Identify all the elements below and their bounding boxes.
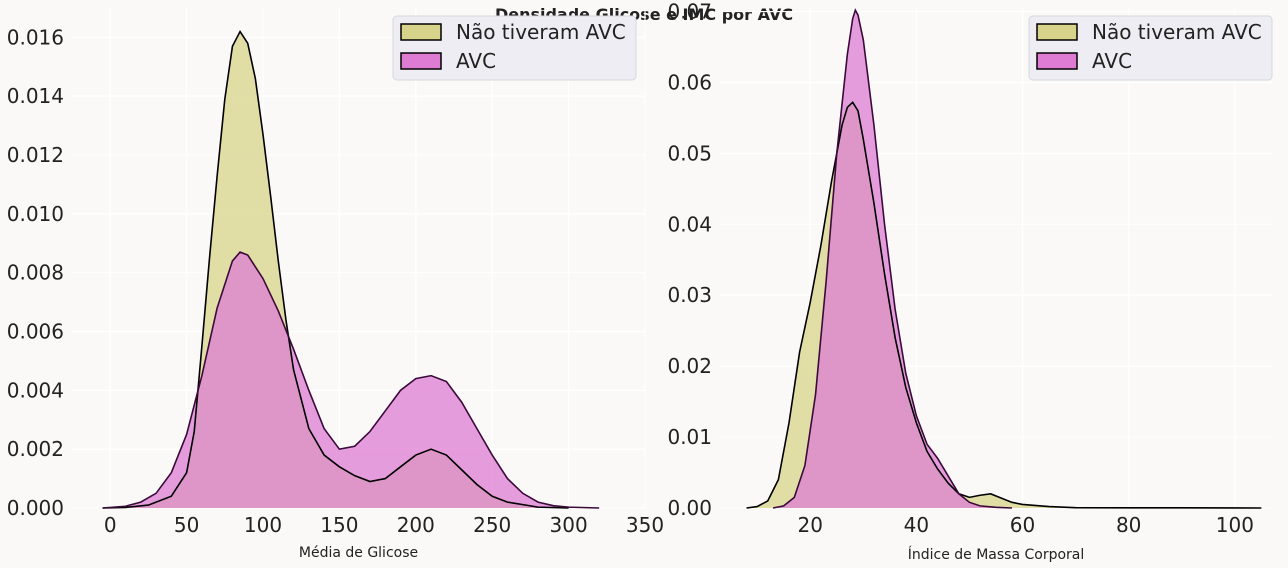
y-tick-label: 0.05: [667, 141, 712, 165]
density-line-nao-tiveram-avc: [746, 101, 1262, 509]
y-tick-label: 0.02: [667, 354, 712, 378]
legend-box: [392, 15, 637, 81]
x-tick-label: 50: [174, 513, 199, 537]
y-tick-label: 0.04: [667, 212, 712, 236]
y-tick-label: 0.010: [7, 202, 64, 226]
x-tick-label: 100: [244, 513, 282, 537]
legend-label: Não tiveram AVC: [456, 20, 626, 44]
legend-label: AVC: [456, 49, 496, 73]
y-tick-label: 0.004: [7, 378, 64, 402]
chart-bmi-density: 20 40 60 80 100 0.00 0.01 0.02 0.03 0.04 0.05 0.06 0…: [667, 0, 1273, 563]
y-tick-label: 0.016: [7, 25, 64, 49]
density-areas: [746, 8, 1262, 509]
y-tick-label: 0.01: [667, 425, 712, 449]
grid: [72, 8, 646, 509]
legend: Não tiveram AVC AVC: [1028, 15, 1273, 81]
x-tick-label: 150: [320, 513, 358, 537]
y-tick-label: 0.06: [667, 70, 712, 94]
legend-swatch: [400, 23, 442, 41]
density-area-avc: [102, 252, 600, 508]
y-tick-label: 0.012: [7, 143, 64, 167]
legend-swatch: [400, 52, 442, 70]
x-tick-label: 20: [798, 513, 823, 537]
x-tick-label: 60: [1010, 513, 1035, 537]
chart-glucose-density: 0 50 100 150 200 250 300 350 0.000 0.002 0.004 0.00…: [7, 8, 664, 561]
y-tick-label: 0.00: [667, 496, 712, 520]
x-tick-label: 0: [104, 513, 117, 537]
density-line-avc: [102, 251, 600, 509]
density-area-nao-tiveram-avc: [102, 31, 569, 509]
tick-labels: 20 40 60 80 100 0.00 0.01 0.02 0.03 0.04 0.05 0.06 0…: [667, 0, 1253, 537]
y-tick-label: 0.000: [7, 496, 64, 520]
legend-box: [1028, 15, 1273, 81]
density-area-avc: [773, 10, 1012, 508]
legend-swatch: [1036, 52, 1078, 70]
x-tick-label: 300: [550, 513, 588, 537]
y-tick-label: 0.07: [667, 0, 712, 24]
legend-swatch: [1036, 23, 1078, 41]
x-tick-label: 40: [904, 513, 929, 537]
y-tick-label: 0.006: [7, 320, 64, 344]
y-tick-label: 0.03: [667, 283, 712, 307]
legend-label: Não tiveram AVC: [1092, 20, 1262, 44]
x-axis-label: Índice de Massa Corporal: [908, 546, 1085, 563]
x-axis-label: Média de Glicose: [299, 545, 418, 561]
tick-labels: 0 50 100 150 200 250 300 350 0.000 0.002 0.004 0.00…: [7, 25, 664, 537]
density-areas: [102, 29, 600, 509]
y-tick-label: 0.014: [7, 84, 64, 108]
density-line-nao-tiveram-avc: [102, 29, 569, 509]
density-line-avc: [772, 8, 1012, 509]
legend-label: AVC: [1092, 49, 1132, 73]
y-tick-label: 0.008: [7, 261, 64, 285]
x-tick-label: 350: [626, 513, 664, 537]
x-tick-label: 200: [397, 513, 435, 537]
x-tick-label: 100: [1216, 513, 1254, 537]
grid: [720, 8, 1272, 509]
x-tick-label: 250: [473, 513, 511, 537]
x-tick-label: 80: [1116, 513, 1141, 537]
y-tick-label: 0.002: [7, 437, 64, 461]
legend: Não tiveram AVC AVC: [392, 15, 637, 81]
